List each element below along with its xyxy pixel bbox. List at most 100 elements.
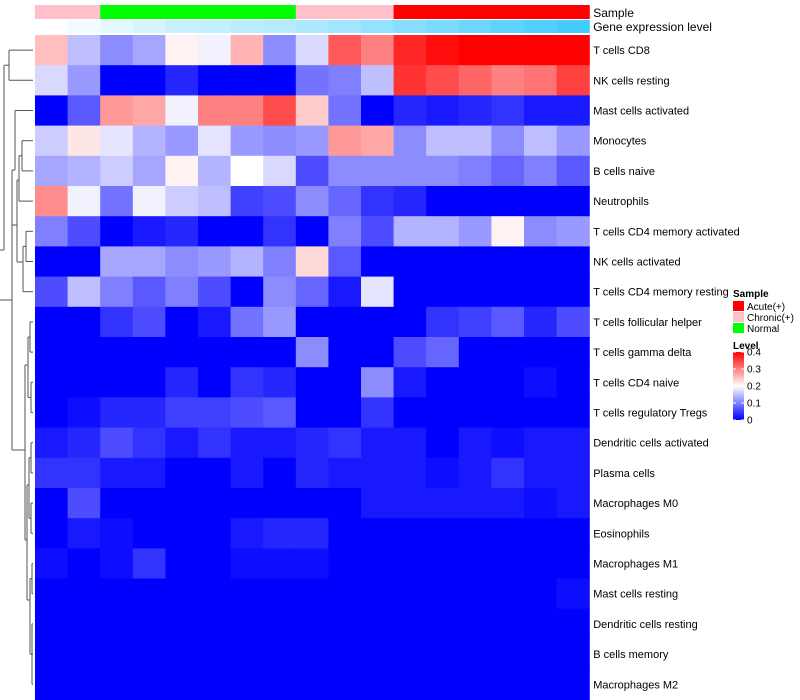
heatmap-cell: [295, 246, 329, 278]
heatmap-cell: [524, 186, 558, 217]
heatmap-cell: [295, 488, 329, 519]
heatmap-cell: [295, 367, 329, 398]
heatmap-cell: [295, 548, 329, 580]
heatmap-cell: [328, 518, 362, 549]
expression-annotation-cell: [524, 20, 558, 33]
heatmap-cell: [393, 337, 427, 368]
sample-annotation-cell: [35, 5, 69, 19]
heatmap-cell: [263, 367, 297, 398]
heatmap-cell: [458, 337, 492, 368]
heatmap-cell: [263, 306, 297, 338]
heatmap-cell: [361, 35, 395, 66]
heatmap-cell: [230, 427, 264, 459]
expression-annotation-cell: [393, 20, 427, 33]
heatmap-cell: [426, 578, 460, 610]
heatmap-cell: [35, 186, 69, 217]
heatmap-cell: [198, 548, 232, 580]
heatmap-cell: [67, 95, 101, 127]
heatmap-cell: [198, 397, 232, 429]
heatmap-cell: [263, 608, 297, 640]
heatmap-cell: [458, 578, 492, 610]
heatmap-cell: [393, 427, 427, 459]
heatmap-cell: [230, 578, 264, 610]
heatmap-cell: [458, 65, 492, 96]
expression-annotation-cell: [361, 20, 395, 33]
heatmap-cell: [491, 427, 525, 459]
heatmap-cell: [556, 488, 590, 519]
heatmap-cell: [230, 488, 264, 519]
heatmap-cell: [361, 276, 395, 308]
row-label: T cells CD8: [593, 45, 650, 57]
heatmap-cell: [328, 639, 362, 670]
level-tick-label: 0: [747, 416, 753, 427]
sample-annotation-cell: [263, 5, 297, 19]
heatmap-cell: [67, 155, 101, 187]
sample-annotation-cell: [426, 5, 460, 19]
heatmap-cell: [393, 95, 427, 127]
row-dendrogram: [0, 49, 33, 685]
heatmap-cell: [458, 276, 492, 308]
heatmap-cell: [35, 608, 69, 640]
heatmap-cell: [491, 488, 525, 519]
heatmap-cell: [361, 155, 395, 187]
heatmap-cell: [426, 548, 460, 580]
heatmap-cell: [230, 397, 264, 429]
heatmap-cell: [132, 367, 166, 398]
heatmap-cell: [556, 186, 590, 217]
sample-annotation-cell: [524, 5, 558, 19]
heatmap-cell: [132, 639, 166, 670]
heatmap-cell: [361, 639, 395, 670]
heatmap-cell: [458, 669, 492, 700]
heatmap-cell: [198, 457, 232, 489]
sample-legend-label: Acute(+): [747, 302, 785, 313]
heatmap-cell: [328, 367, 362, 398]
heatmap-cell: [491, 95, 525, 127]
heatmap-cell: [524, 95, 558, 127]
heatmap-cell: [100, 35, 134, 66]
heatmap-cell: [100, 125, 134, 157]
heatmap-cell: [556, 337, 590, 368]
heatmap-cell: [35, 95, 69, 127]
heatmap-cell: [263, 276, 297, 308]
heatmap-cell: [67, 216, 101, 247]
heatmap-cell: [67, 608, 101, 640]
expression-annotation-cell: [35, 20, 69, 33]
heatmap-cell: [393, 186, 427, 217]
heatmap-cell: [100, 246, 134, 278]
heatmap-cell: [524, 35, 558, 66]
heatmap-cell: [361, 95, 395, 127]
heatmap-cell: [556, 397, 590, 429]
heatmap-cell: [132, 65, 166, 96]
sample-legend-label: Normal: [747, 324, 779, 335]
heatmap-cell: [361, 548, 395, 580]
heatmap-cell: [100, 65, 134, 96]
row-label: Macrophages M2: [593, 679, 678, 691]
row-label: Neutrophils: [593, 196, 649, 208]
heatmap-cell: [230, 548, 264, 580]
expression-annotation-cell: [100, 20, 134, 33]
heatmap-cell: [328, 125, 362, 157]
sample-legend-title: Sample: [733, 289, 769, 300]
heatmap-cell: [198, 95, 232, 127]
heatmap-cell: [35, 367, 69, 398]
heatmap-cell: [556, 518, 590, 549]
heatmap-cell: [230, 125, 264, 157]
heatmap-cell: [198, 246, 232, 278]
heatmap-cell: [295, 669, 329, 700]
heatmap-cell: [361, 306, 395, 338]
heatmap-cell: [426, 65, 460, 96]
heatmap-cell: [328, 548, 362, 580]
heatmap-cell: [132, 276, 166, 308]
heatmap-cell: [132, 306, 166, 338]
heatmap-cell: [426, 125, 460, 157]
heatmap-cell: [263, 669, 297, 700]
heatmap-cell: [556, 457, 590, 489]
heatmap-cell: [328, 216, 362, 247]
heatmap-cell: [361, 367, 395, 398]
heatmap-cell: [426, 639, 460, 670]
heatmap-cell: [198, 608, 232, 640]
heatmap-cell: [295, 125, 329, 157]
heatmap-cell: [35, 306, 69, 338]
heatmap-cell: [458, 457, 492, 489]
